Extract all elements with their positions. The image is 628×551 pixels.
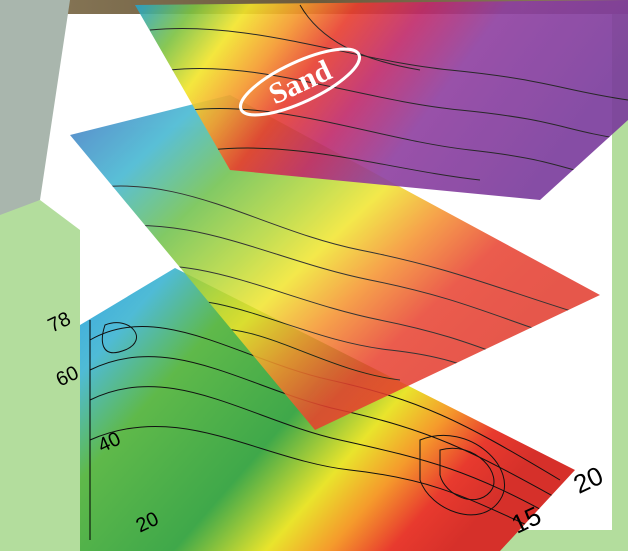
contour bbox=[169, 67, 628, 141]
contour bbox=[439, 447, 495, 501]
contour bbox=[102, 322, 137, 353]
contour bbox=[189, 107, 621, 181]
contour bbox=[299, 4, 421, 71]
middle-plane-fill bbox=[70, 95, 600, 430]
top-plane bbox=[135, 0, 628, 200]
green-frame-right bbox=[612, 14, 628, 551]
contour bbox=[79, 185, 600, 321]
contour bbox=[89, 386, 561, 521]
contour bbox=[149, 27, 628, 101]
contour bbox=[89, 224, 600, 351]
green-frame bbox=[0, 200, 628, 551]
top-plane-fill bbox=[135, 0, 628, 200]
sand-ellipse bbox=[238, 47, 362, 117]
photo-edge bbox=[0, 0, 70, 220]
top-contours bbox=[149, 4, 628, 181]
contour bbox=[209, 147, 481, 181]
contour bbox=[419, 434, 506, 516]
contour bbox=[89, 426, 561, 541]
